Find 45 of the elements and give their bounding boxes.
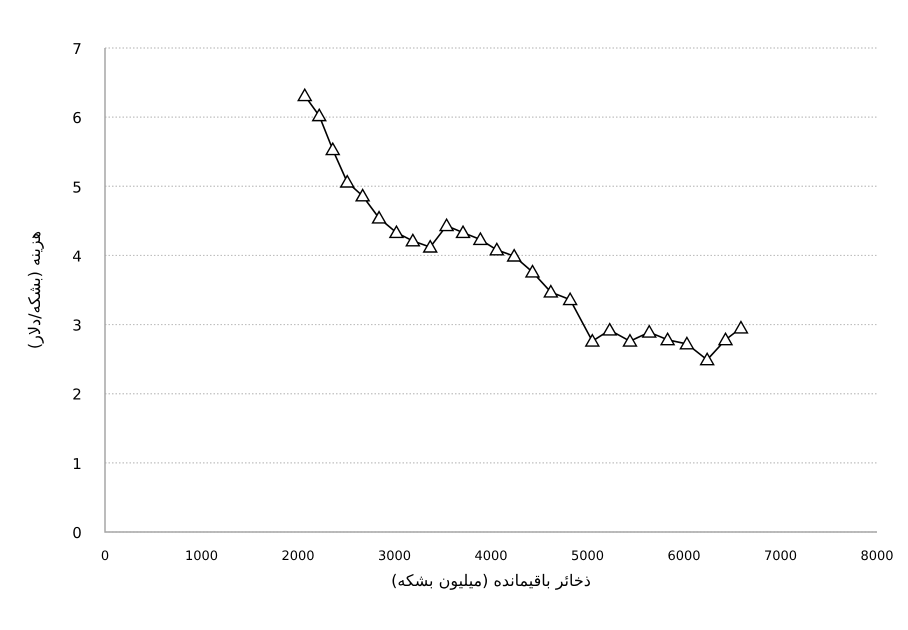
point — [660, 332, 675, 346]
point — [562, 292, 578, 306]
point — [312, 108, 326, 122]
y-tick-label: 4 — [72, 247, 82, 266]
x-tick-label: 2000 — [281, 549, 315, 564]
point — [340, 174, 354, 188]
point — [406, 234, 420, 246]
y-tick-label: 5 — [72, 178, 82, 196]
point — [298, 88, 312, 102]
x-axis-title: ذخائر باقیمانده (میلیون بشکه) — [391, 571, 591, 590]
y-tick-label: 2 — [72, 386, 82, 404]
y-tick-label: 7 — [72, 40, 82, 58]
x-tick-label: 0 — [100, 549, 110, 564]
point — [544, 284, 558, 298]
point — [439, 218, 454, 232]
point — [734, 320, 748, 334]
point — [602, 322, 617, 336]
y-tick-label: 3 — [72, 316, 82, 335]
x-tick-label: 6000 — [667, 549, 701, 564]
point — [680, 336, 694, 350]
point — [423, 240, 438, 253]
point — [389, 225, 404, 238]
x-tick-label: 5000 — [570, 549, 604, 564]
y-tick-label: 1 — [72, 454, 82, 473]
point — [585, 334, 600, 347]
point — [355, 188, 370, 202]
x-tick-label: 1000 — [184, 549, 218, 564]
y-axis-title: هزینه (بشکه/دلار) — [25, 230, 44, 350]
x-tick-label: 3000 — [378, 549, 412, 564]
x-tick-label: 4000 — [474, 549, 508, 564]
point — [326, 142, 340, 156]
x-tick-label: 8000 — [860, 549, 894, 564]
point — [525, 264, 540, 278]
point — [456, 225, 470, 238]
point — [642, 324, 656, 338]
point — [506, 248, 522, 262]
point — [700, 352, 714, 366]
y-tick-label: 0 — [72, 524, 82, 542]
x-tick-label: 7000 — [764, 549, 798, 564]
point — [622, 334, 638, 347]
point — [473, 232, 488, 246]
point — [372, 210, 386, 224]
y-tick-label: 6 — [72, 109, 82, 128]
point — [718, 332, 733, 346]
point — [490, 242, 504, 256]
